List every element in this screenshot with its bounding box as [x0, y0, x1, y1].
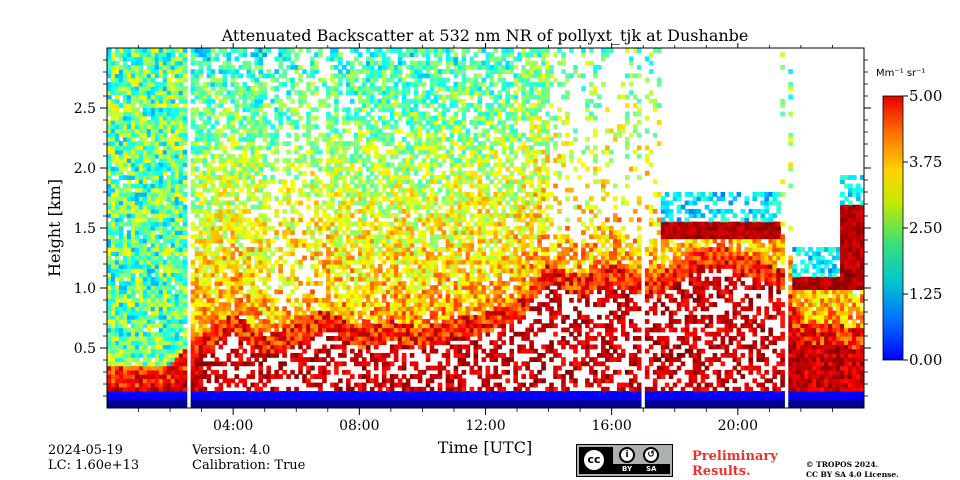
preliminary-line-2: Results. — [692, 464, 751, 479]
copyright-line-2: CC BY SA 4.0 License. — [806, 470, 899, 479]
y-tick-label: 2.5 — [74, 101, 96, 117]
y-tick-label: 0.5 — [74, 341, 96, 357]
license-sa-label: SA — [646, 465, 657, 473]
x-axis-label: Time [UTC] — [438, 438, 532, 457]
preliminary-line-1: Preliminary — [692, 449, 778, 464]
y-tick-label: 2.0 — [74, 161, 96, 177]
cc-icon: cc — [582, 448, 606, 472]
cc-license-badge: cc i ↺ BY SA — [576, 444, 673, 477]
copyright-notice: © TROPOS 2024. CC BY SA 4.0 License. — [806, 460, 899, 480]
footer-lc: LC: 1.60e+13 — [48, 458, 140, 473]
footer-date: 2024-05-19 — [48, 443, 123, 458]
license-strip: BY SA — [613, 464, 670, 474]
x-tick-label: 16:00 — [591, 418, 631, 434]
license-by-label: BY — [622, 465, 633, 473]
preliminary-notice: Preliminary Results. — [692, 449, 778, 479]
y-axis-label: Height [km] — [45, 179, 64, 277]
x-tick-label: 08:00 — [339, 418, 379, 434]
colorbar — [882, 95, 904, 361]
x-tick-label: 20:00 — [718, 418, 758, 434]
attribution-icon: i — [619, 447, 635, 463]
colorbar-tick-label: 3.75 — [909, 153, 942, 171]
colorbar-tick-label: 5.00 — [909, 87, 942, 105]
plot-area — [107, 48, 864, 408]
copyright-line-1: © TROPOS 2024. — [806, 460, 879, 469]
colorbar-ticks: 0.00 1.25 2.50 3.75 5.00 — [903, 87, 942, 369]
chart-title: Attenuated Backscatter at 532 nm NR of p… — [221, 26, 749, 45]
y-tick-label: 1.5 — [74, 221, 96, 237]
x-tick-label: 04:00 — [213, 418, 253, 434]
y-tick-label: 1.0 — [74, 281, 96, 297]
colorbar-tick-label: 0.00 — [909, 351, 942, 369]
x-tick-label: 12:00 — [465, 418, 505, 434]
footer-calibration: Calibration: True — [192, 458, 306, 473]
backscatter-field — [107, 48, 864, 408]
axes: 04:00 08:00 12:00 16:00 20:00 0.5 1.0 1.5 2.0 2.5 — [74, 43, 871, 434]
share-alike-icon: ↺ — [643, 447, 659, 463]
colorbar-tick-label: 2.50 — [909, 219, 942, 237]
colorbar-tick-label: 1.25 — [909, 285, 942, 303]
footer-version: Version: 4.0 — [192, 443, 271, 458]
colorbar-unit-label: Mm⁻¹ sr⁻¹ — [876, 68, 925, 79]
cc-logo-block: cc — [579, 447, 613, 474]
